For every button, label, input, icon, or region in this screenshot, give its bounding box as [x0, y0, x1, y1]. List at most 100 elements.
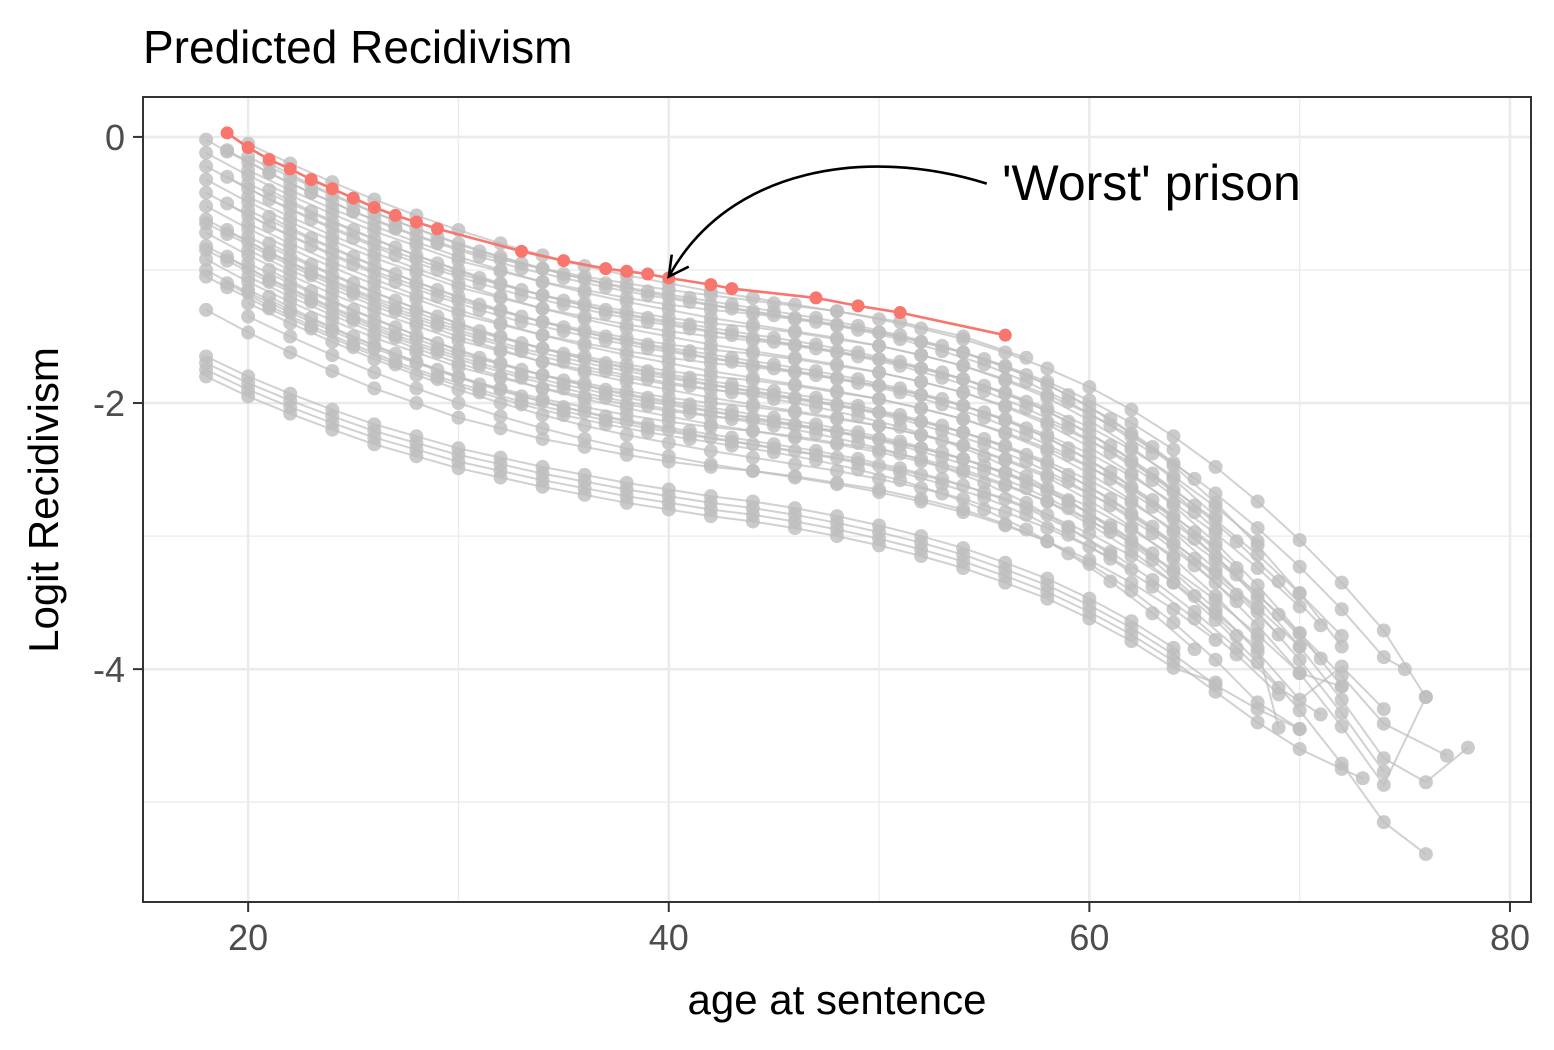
data-point: [388, 221, 403, 236]
data-point: [241, 189, 256, 204]
data-point: [1229, 628, 1244, 643]
data-point: [1250, 640, 1265, 655]
data-point: [1019, 522, 1034, 537]
data-point: [830, 477, 844, 492]
data-point: [577, 258, 592, 273]
highlight-data-point: [893, 306, 907, 320]
data-point: [220, 253, 235, 268]
data-point: [367, 417, 382, 432]
data-point: [1334, 602, 1349, 617]
data-point: [1334, 639, 1349, 654]
series-line: [205, 222, 1238, 637]
annotation-arrow: [667, 165, 988, 278]
data-point: [703, 337, 718, 352]
data-point: [1208, 499, 1223, 514]
data-point: [1166, 615, 1181, 630]
data-point: [808, 453, 823, 468]
data-point: [367, 381, 382, 396]
data-point: [977, 410, 992, 425]
data-point: [998, 345, 1013, 360]
series-prison-19: [241, 163, 1412, 677]
x-axis-title: age at sentence: [688, 976, 987, 1023]
data-point: [1082, 611, 1097, 626]
data-point: [619, 294, 634, 309]
data-point: [1124, 509, 1139, 524]
data-point: [346, 204, 361, 219]
data-point: [1334, 692, 1349, 707]
data-point: [661, 409, 676, 424]
series-prison-45: [199, 243, 1118, 562]
data-point: [1229, 534, 1244, 549]
data-point: [493, 470, 508, 485]
data-point: [556, 297, 571, 312]
data-point: [1124, 455, 1139, 470]
data-point: [851, 376, 866, 391]
data-point: [724, 438, 739, 453]
data-point: [1061, 394, 1076, 409]
data-point: [1208, 486, 1223, 501]
highlight-data-point: [409, 215, 423, 229]
data-point: [199, 132, 214, 147]
data-point: [346, 231, 361, 246]
data-point: [1397, 662, 1412, 677]
data-point: [199, 199, 214, 214]
data-point: [787, 297, 802, 312]
data-point: [514, 344, 529, 359]
data-point: [1292, 639, 1307, 654]
data-point: [388, 357, 403, 372]
data-point: [893, 446, 908, 461]
data-point: [1166, 602, 1181, 617]
data-point: [1145, 553, 1160, 568]
data-point: [1250, 494, 1265, 509]
data-point: [451, 302, 466, 317]
data-point: [577, 365, 592, 380]
data-point: [1124, 469, 1139, 484]
data-point: [830, 357, 844, 372]
data-point: [787, 350, 802, 365]
data-point: [325, 228, 340, 243]
data-point: [619, 401, 634, 416]
highlight-data-point: [809, 291, 823, 305]
data-point: [956, 412, 971, 426]
data-point: [998, 555, 1013, 570]
data-point: [1040, 414, 1055, 429]
data-point: [1292, 559, 1307, 574]
data-point: [661, 329, 676, 344]
data-point: [535, 274, 550, 289]
data-point: [1187, 558, 1202, 573]
data-point: [872, 518, 887, 533]
data-point: [199, 159, 214, 174]
data-point: [1376, 777, 1391, 792]
data-point: [766, 418, 781, 433]
data-point: [1040, 467, 1055, 482]
data-point: [1292, 586, 1307, 601]
series-prison-15: [199, 369, 1223, 690]
data-point: [493, 421, 508, 436]
data-point: [1376, 716, 1391, 731]
data-point: [977, 384, 992, 399]
data-point: [977, 490, 992, 505]
data-point: [367, 245, 382, 260]
data-point: [661, 302, 676, 317]
data-point: [1250, 534, 1265, 549]
data-point: [1271, 627, 1286, 642]
data-point: [703, 489, 718, 504]
data-point: [535, 459, 550, 474]
data-point: [1124, 549, 1139, 564]
grid-lines: [143, 97, 1531, 902]
highlight-data-point: [220, 126, 234, 140]
highlight-data-point: [388, 208, 402, 222]
data-point: [914, 549, 929, 564]
data-point: [1292, 741, 1307, 756]
data-point: [1292, 722, 1307, 737]
data-point: [388, 248, 403, 263]
data-point: [1208, 632, 1223, 647]
x-tick-label: 60: [1069, 917, 1109, 958]
data-point: [766, 361, 781, 376]
data-point: [1376, 815, 1391, 830]
data-point: [1082, 526, 1097, 541]
data-point: [409, 381, 424, 396]
data-point: [661, 449, 676, 464]
data-point: [724, 385, 739, 400]
data-point: [1187, 471, 1202, 486]
